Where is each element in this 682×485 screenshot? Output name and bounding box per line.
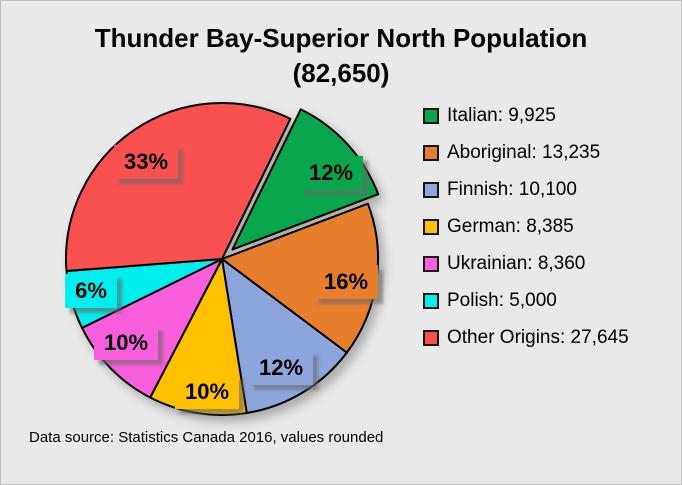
- pie-percent-label-ukrainian: 10%: [93, 326, 159, 360]
- legend-label: Ukrainian: 8,360: [447, 253, 586, 274]
- legend-swatch-icon: [423, 330, 439, 346]
- legend-label: Polish: 5,000: [447, 290, 557, 311]
- legend-row-other-origins: Other Origins: 27,645: [423, 326, 629, 350]
- pie-percent-label-aboriginal: 16%: [313, 265, 379, 299]
- legend-label: German: 8,385: [447, 216, 574, 237]
- legend-swatch-icon: [423, 145, 439, 161]
- legend-row-aboriginal: Aboriginal: 13,235: [423, 141, 629, 165]
- pie-percent-label-german: 10%: [174, 375, 240, 409]
- legend-swatch-icon: [423, 293, 439, 309]
- legend-row-polish: Polish: 5,000: [423, 289, 629, 313]
- legend-label: Other Origins: 27,645: [447, 327, 629, 348]
- legend-swatch-icon: [423, 108, 439, 124]
- legend-row-finnish: Finnish: 10,100: [423, 178, 629, 202]
- legend-label: Finnish: 10,100: [447, 179, 577, 200]
- legend-row-italian: Italian: 9,925: [423, 104, 629, 128]
- chart-title: Thunder Bay-Superior North Population (8…: [1, 21, 681, 91]
- pie-percent-label-italian: 12%: [298, 156, 364, 190]
- pie-percent-label-other-origins: 33%: [113, 145, 179, 179]
- legend-label: Italian: 9,925: [447, 105, 556, 126]
- pie-percent-label-finnish: 12%: [248, 351, 314, 385]
- data-source-note: Data source: Statistics Canada 2016, val…: [29, 429, 384, 446]
- legend-swatch-icon: [423, 219, 439, 235]
- legend-swatch-icon: [423, 182, 439, 198]
- chart-title-line1: Thunder Bay-Superior North Population: [94, 23, 588, 53]
- legend-label: Aboriginal: 13,235: [447, 142, 601, 163]
- legend-row-german: German: 8,385: [423, 215, 629, 239]
- chart-title-line2: (82,650): [292, 58, 390, 88]
- legend-row-ukrainian: Ukrainian: 8,360: [423, 252, 629, 276]
- pie-percent-label-polish: 6%: [65, 274, 117, 308]
- legend-swatch-icon: [423, 256, 439, 272]
- legend: Italian: 9,925 Aboriginal: 13,235 Finnish:…: [423, 104, 629, 363]
